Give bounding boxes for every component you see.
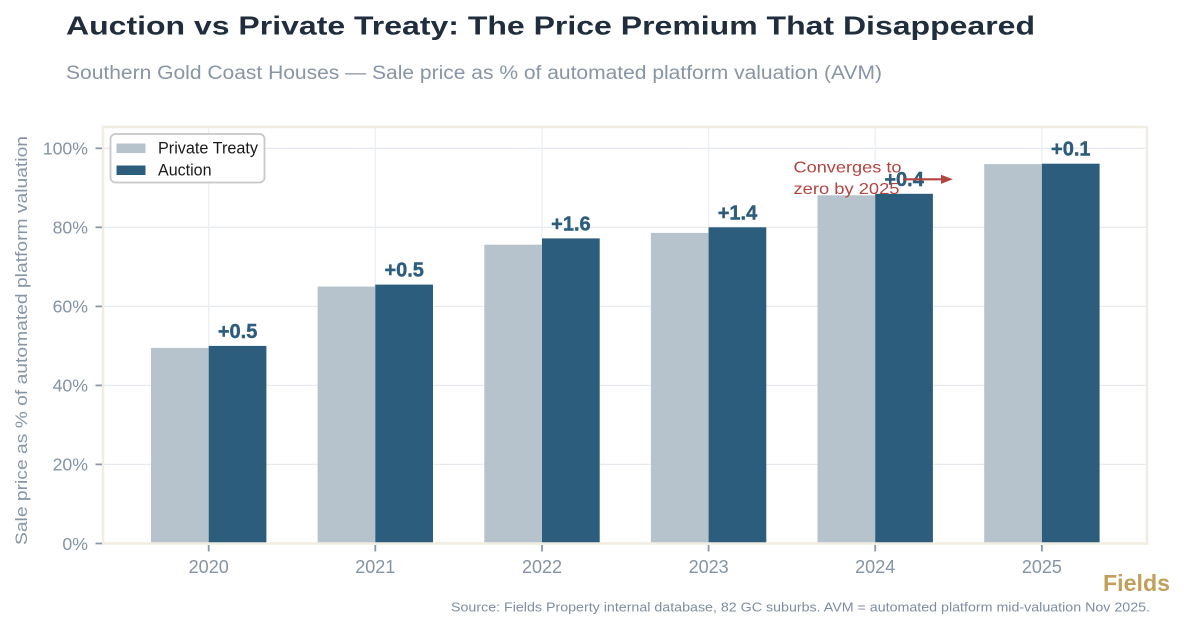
svg-text:0%: 0% (62, 534, 88, 554)
svg-text:Source: Fields Property intern: Source: Fields Property internal databas… (451, 600, 1150, 615)
svg-text:2024: 2024 (855, 557, 895, 577)
svg-text:40%: 40% (53, 376, 89, 396)
svg-text:+1.4: +1.4 (718, 202, 758, 224)
svg-text:zero by 2025: zero by 2025 (794, 181, 900, 198)
svg-text:Auction: Auction (158, 162, 212, 180)
svg-text:100%: 100% (43, 139, 89, 159)
svg-text:Southern Gold Coast Houses — S: Southern Gold Coast Houses — Sale price … (66, 63, 882, 84)
svg-text:Converges to: Converges to (794, 160, 902, 177)
svg-text:20%: 20% (53, 455, 89, 475)
svg-text:+1.6: +1.6 (551, 213, 591, 235)
svg-text:Auction vs Private Treaty: The: Auction vs Private Treaty: The Price Pre… (66, 11, 1035, 41)
svg-text:Fields: Fields (1103, 570, 1170, 596)
svg-text:+0.5: +0.5 (384, 260, 424, 282)
svg-text:60%: 60% (53, 297, 89, 317)
svg-text:+0.1: +0.1 (1051, 139, 1091, 161)
svg-text:80%: 80% (53, 218, 89, 238)
svg-text:2023: 2023 (689, 557, 729, 577)
svg-text:2021: 2021 (355, 557, 395, 577)
svg-text:Private Treaty: Private Treaty (158, 140, 259, 158)
svg-text:+0.5: +0.5 (218, 321, 258, 343)
svg-text:2025: 2025 (1022, 557, 1062, 577)
svg-text:2022: 2022 (522, 557, 562, 577)
svg-text:Sale price as % of automated p: Sale price as % of automated platform va… (12, 136, 31, 545)
svg-text:2020: 2020 (189, 557, 229, 577)
